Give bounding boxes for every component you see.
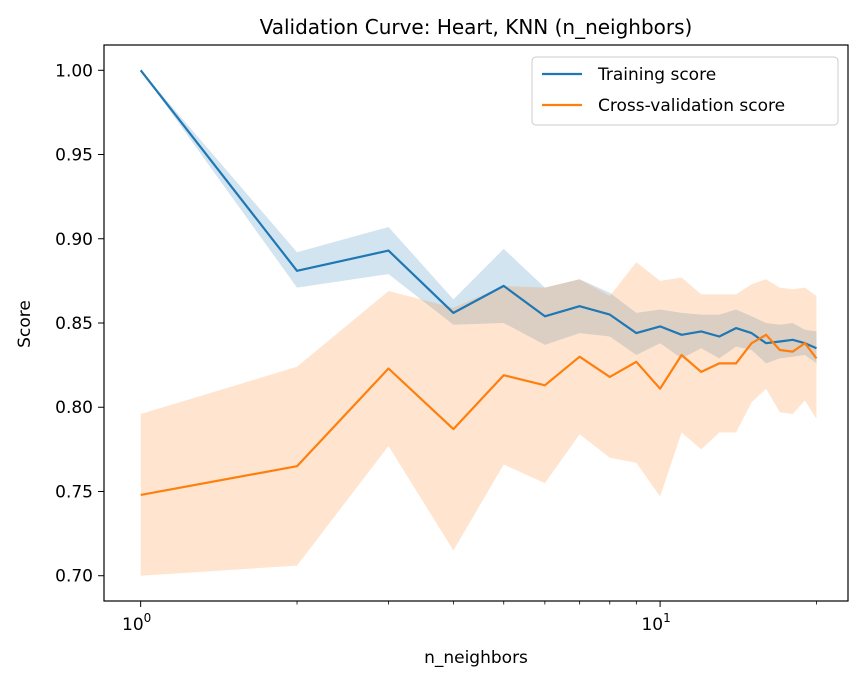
y-axis: 0.70 0.75 0.80 0.85 0.90 0.95 1.00 xyxy=(55,61,104,587)
series-lines xyxy=(139,69,818,496)
line-series-2 xyxy=(140,333,818,496)
legend: Training score Cross-validation score xyxy=(531,56,839,126)
y-tick-label: 0.85 xyxy=(55,314,93,334)
y-axis-label: Score xyxy=(15,300,35,348)
confidence-bands xyxy=(140,70,817,576)
band-series-1 xyxy=(140,70,817,364)
x-tick-label: 100 xyxy=(122,611,151,635)
y-tick-label: 1.00 xyxy=(55,61,93,81)
x-axis-label: n_neighbors xyxy=(424,648,528,668)
chart-title: Validation Curve: Heart, KNN (n_neighbor… xyxy=(260,15,693,39)
y-tick-label: 0.70 xyxy=(55,567,93,587)
band-series-2 xyxy=(140,262,817,576)
y-tick-label: 0.95 xyxy=(55,146,93,166)
legend-box xyxy=(531,56,839,126)
line-series-1 xyxy=(139,69,817,350)
y-tick-label: 0.80 xyxy=(55,398,93,418)
legend-label-1: Training score xyxy=(597,65,716,85)
x-axis: 100 101 xyxy=(122,601,817,635)
y-tick-label: 0.90 xyxy=(55,230,93,250)
x-tick-label: 101 xyxy=(641,611,670,635)
y-tick-label: 0.75 xyxy=(55,482,93,502)
legend-label-2: Cross-validation score xyxy=(598,96,785,116)
